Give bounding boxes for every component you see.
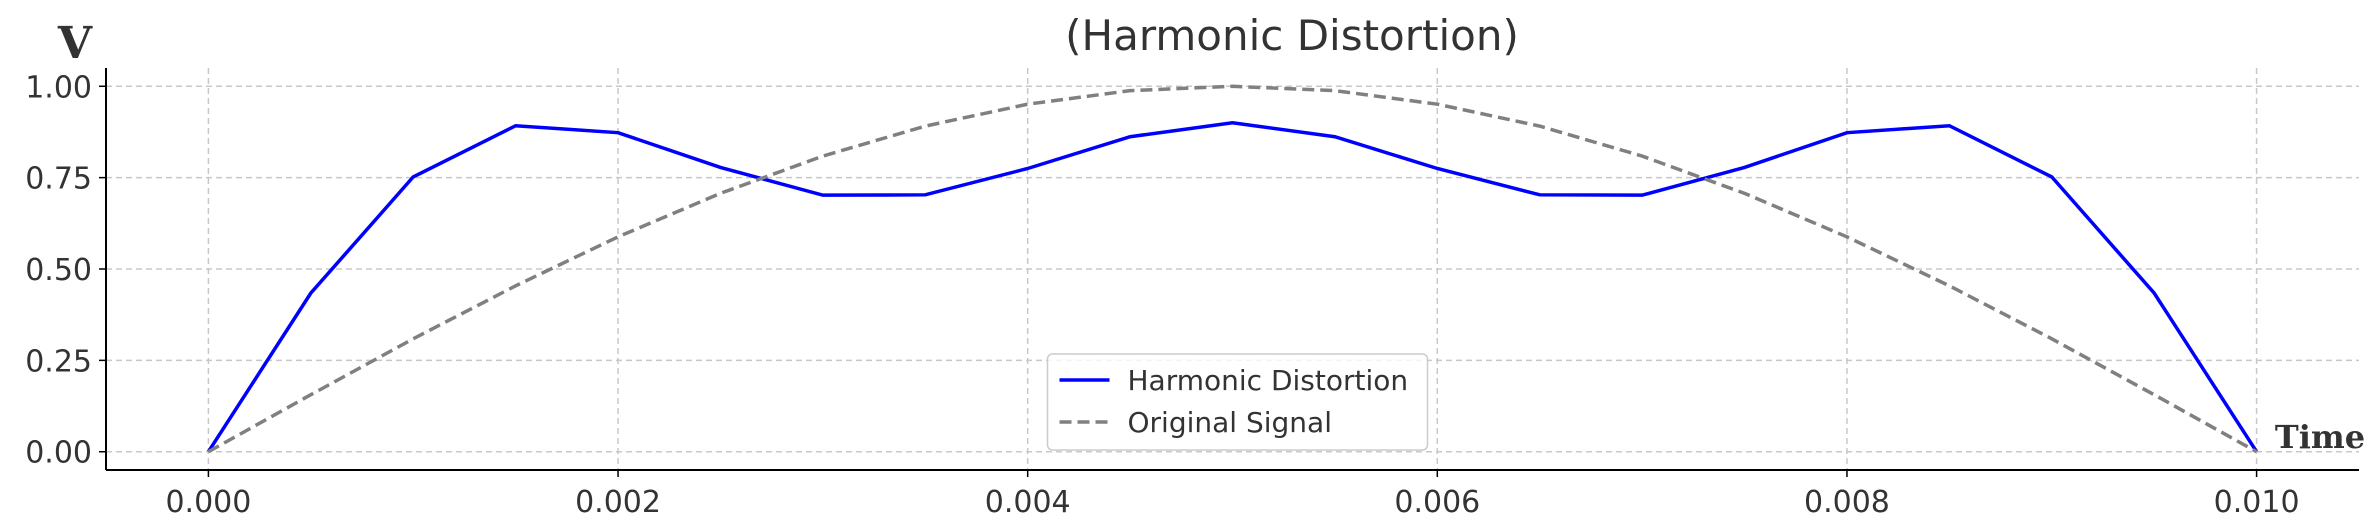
legend-label: Harmonic Distortion xyxy=(1128,364,1409,397)
y-tick-label: 0.00 xyxy=(25,436,92,471)
y-tick-label: 0.25 xyxy=(25,344,92,379)
x-tick-label: 0.004 xyxy=(985,485,1071,520)
legend-label: Original Signal xyxy=(1128,406,1332,439)
legend: Harmonic Distortion Original Signal xyxy=(1046,353,1429,451)
x-tick-label: 0.010 xyxy=(2214,485,2300,520)
x-tick-label: 0.002 xyxy=(575,485,661,520)
x-tick-label: 0.008 xyxy=(1804,485,1890,520)
x-axis-label: Time xyxy=(2275,418,2365,456)
x-tick-label: 0.006 xyxy=(1394,485,1480,520)
y-tick-label: 1.00 xyxy=(25,70,92,105)
series-line xyxy=(206,121,2259,453)
legend-box xyxy=(1046,353,1429,451)
series-line xyxy=(207,84,2258,454)
y-axis-label: V xyxy=(57,18,93,69)
y-tick-label: 0.75 xyxy=(25,162,92,197)
chart-title: (Harmonic Distortion) xyxy=(1065,11,1519,60)
y-tick-label: 0.50 xyxy=(25,253,92,288)
x-tick-label: 0.000 xyxy=(165,485,251,520)
